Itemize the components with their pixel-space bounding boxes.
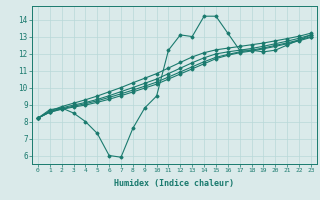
X-axis label: Humidex (Indice chaleur): Humidex (Indice chaleur) [115, 179, 234, 188]
